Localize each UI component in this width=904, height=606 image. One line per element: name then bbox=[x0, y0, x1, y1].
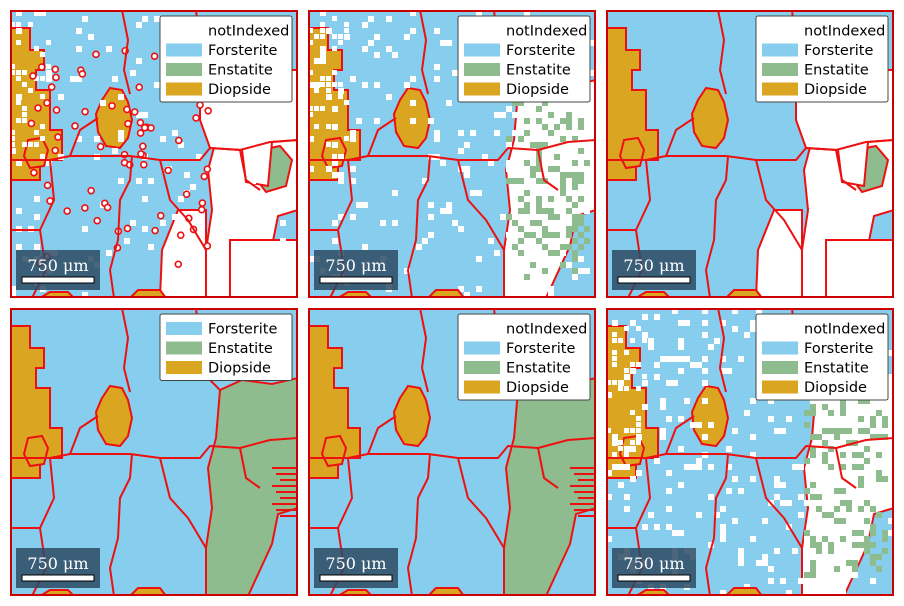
scale-bar: 750 μm bbox=[16, 548, 100, 588]
legend-label-forsterite: Forsterite bbox=[506, 341, 575, 357]
legend-label-forsterite: Forsterite bbox=[208, 322, 277, 338]
legend-swatch-diopside bbox=[762, 82, 798, 96]
legend-label-diopside: Diopside bbox=[804, 380, 867, 396]
legend-swatch-forsterite bbox=[464, 43, 500, 57]
legend-swatch-notindexed bbox=[762, 322, 798, 335]
scale-bar-label: 750 μm bbox=[27, 256, 88, 275]
legend-swatch-forsterite bbox=[762, 43, 798, 57]
diopside-grain bbox=[618, 136, 646, 170]
legend-label-enstatite: Enstatite bbox=[804, 361, 869, 377]
legend-label-enstatite: Enstatite bbox=[208, 63, 273, 79]
enstatite-region bbox=[205, 376, 298, 596]
legend-label-diopside: Diopside bbox=[208, 361, 271, 377]
diopside-grain bbox=[94, 384, 134, 448]
legend-label-diopside: Diopside bbox=[804, 82, 867, 98]
diopside-grain bbox=[392, 384, 432, 448]
legend: notIndexed Forsterite Enstatite Diopside bbox=[457, 313, 591, 401]
legend-swatch-notindexed bbox=[762, 24, 798, 37]
legend-label-forsterite: Forsterite bbox=[208, 43, 277, 59]
legend-label-notindexed: notIndexed bbox=[804, 322, 885, 338]
scale-bar-label: 750 μm bbox=[325, 256, 386, 275]
phase-map: 750 μm notIndexed Forsterite Enstatite Diops… bbox=[606, 10, 894, 298]
legend-label-notindexed: notIndexed bbox=[506, 24, 587, 40]
panel-5: 750 μm notIndexed Forsterite Enstatite Diops… bbox=[308, 308, 596, 596]
legend-label-forsterite: Forsterite bbox=[506, 43, 575, 59]
legend-swatch-enstatite bbox=[762, 63, 798, 76]
legend-label-notindexed: notIndexed bbox=[506, 322, 587, 338]
scale-bar-label: 750 μm bbox=[623, 554, 684, 573]
legend-label-diopside: Diopside bbox=[506, 82, 569, 98]
legend-swatch-forsterite bbox=[166, 322, 202, 335]
diopside-grain bbox=[10, 325, 63, 479]
panel-3: 750 μm notIndexed Forsterite Enstatite Diops… bbox=[606, 10, 894, 298]
phase-map: 750 μm notIndexed Forsterite Enstatite Diops… bbox=[10, 10, 298, 298]
panel-frame bbox=[606, 10, 894, 298]
panel-frame bbox=[10, 10, 298, 298]
scale-bar: 750 μm bbox=[314, 250, 398, 290]
panel-1: 750 μm notIndexed Forsterite Enstatite Diops… bbox=[10, 10, 298, 298]
legend-swatch-diopside bbox=[464, 82, 500, 96]
legend-label-enstatite: Enstatite bbox=[208, 341, 273, 357]
diopside-grain bbox=[690, 86, 730, 150]
scale-bar: 750 μm bbox=[16, 250, 100, 290]
scale-bar: 750 μm bbox=[314, 548, 398, 588]
panel-4: 750 μm Forsterite Enstatite Diopside bbox=[10, 308, 298, 596]
legend-label-forsterite: Forsterite bbox=[804, 341, 873, 357]
scale-bar: 750 μm bbox=[612, 548, 696, 588]
legend-swatch-enstatite bbox=[762, 361, 798, 374]
panel-frame bbox=[308, 308, 596, 596]
diopside-grain bbox=[22, 434, 50, 468]
legend-swatch-notindexed bbox=[166, 24, 202, 37]
legend-label-enstatite: Enstatite bbox=[506, 361, 571, 377]
legend-swatch-enstatite bbox=[464, 63, 500, 76]
panel-frame bbox=[606, 308, 894, 596]
legend: notIndexed Forsterite Enstatite Diopside bbox=[755, 313, 889, 401]
legend-label-notindexed: notIndexed bbox=[804, 24, 885, 40]
panel-frame bbox=[10, 308, 298, 596]
diopside-grain bbox=[320, 434, 348, 468]
legend-swatch-enstatite bbox=[464, 361, 500, 374]
legend-label-enstatite: Enstatite bbox=[804, 63, 869, 79]
panel-6: 750 μm notIndexed Forsterite Enstatite Diops… bbox=[606, 308, 894, 596]
legend-swatch-diopside bbox=[464, 380, 500, 394]
legend-swatch-notindexed bbox=[464, 322, 500, 335]
legend: Forsterite Enstatite Diopside bbox=[159, 313, 293, 381]
legend-label-forsterite: Forsterite bbox=[804, 43, 873, 59]
scale-bar: 750 μm bbox=[612, 250, 696, 290]
legend-swatch-enstatite bbox=[166, 341, 202, 355]
legend-label-diopside: Diopside bbox=[506, 380, 569, 396]
legend: notIndexed Forsterite Enstatite Diopside bbox=[457, 15, 591, 103]
legend-swatch-diopside bbox=[762, 380, 798, 394]
legend-swatch-forsterite bbox=[464, 341, 500, 355]
legend-label-diopside: Diopside bbox=[208, 82, 271, 98]
legend-swatch-forsterite bbox=[166, 43, 202, 57]
phase-map: 750 μm notIndexed Forsterite Enstatite Diops… bbox=[308, 308, 596, 596]
legend-label-notindexed: notIndexed bbox=[208, 24, 289, 40]
legend-label-enstatite: Enstatite bbox=[506, 63, 571, 79]
phase-map: 750 μm notIndexed Forsterite Enstatite Diops… bbox=[308, 10, 596, 298]
phase-map: 750 μm Forsterite Enstatite Diopside bbox=[10, 308, 298, 596]
legend: notIndexed Forsterite Enstatite Diopside bbox=[159, 15, 293, 103]
scale-bar-label: 750 μm bbox=[623, 256, 684, 275]
legend-swatch-forsterite bbox=[762, 341, 798, 355]
phase-map: 750 μm notIndexed Forsterite Enstatite Diops… bbox=[606, 308, 894, 596]
panel-2: 750 μm notIndexed Forsterite Enstatite Diops… bbox=[308, 10, 596, 298]
diopside-grain bbox=[308, 325, 361, 479]
legend-swatch-diopside bbox=[166, 361, 202, 374]
legend: notIndexed Forsterite Enstatite Diopside bbox=[755, 15, 889, 103]
legend-swatch-enstatite bbox=[166, 63, 202, 76]
legend-swatch-diopside bbox=[166, 82, 202, 96]
scale-bar-label: 750 μm bbox=[27, 554, 88, 573]
legend-swatch-notindexed bbox=[464, 24, 500, 37]
diopside-grain bbox=[606, 27, 659, 181]
panel-frame bbox=[308, 10, 596, 298]
scale-bar-label: 750 μm bbox=[325, 554, 386, 573]
